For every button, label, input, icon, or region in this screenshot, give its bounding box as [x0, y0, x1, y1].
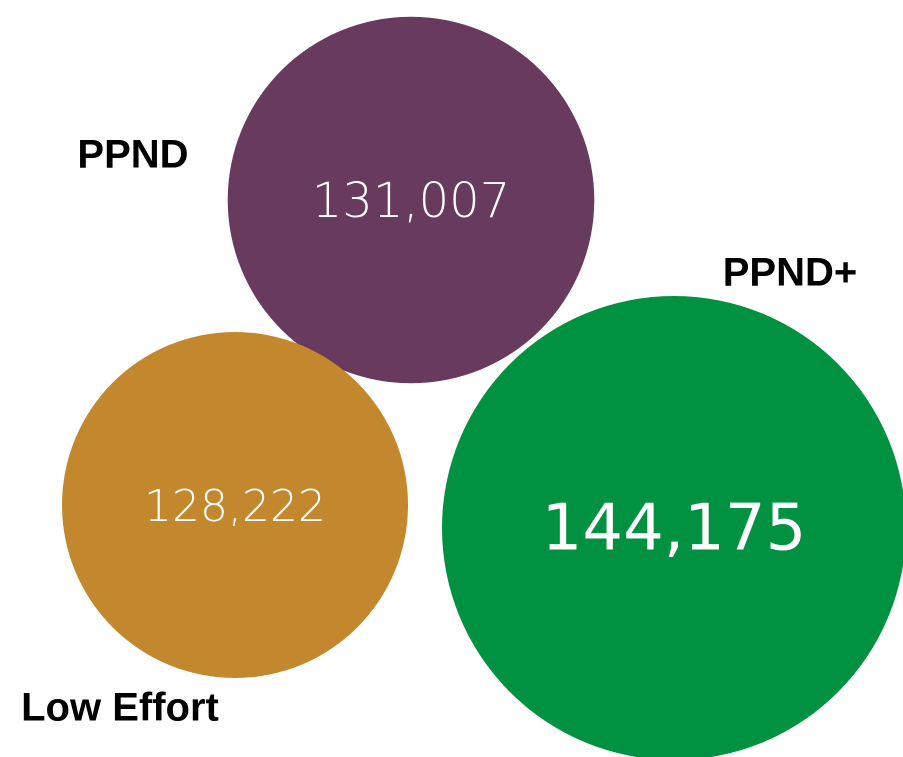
category-label: PPND — [77, 133, 188, 177]
bubble — [62, 332, 408, 678]
category-label: PPND+ — [723, 251, 858, 295]
bubble — [442, 296, 903, 757]
bubble — [227, 16, 595, 384]
value-label: 128,222 — [144, 481, 326, 532]
value-label: 131,007 — [312, 173, 511, 229]
value-label: 144,175 — [542, 492, 807, 566]
category-label: Low Effort — [21, 686, 219, 730]
